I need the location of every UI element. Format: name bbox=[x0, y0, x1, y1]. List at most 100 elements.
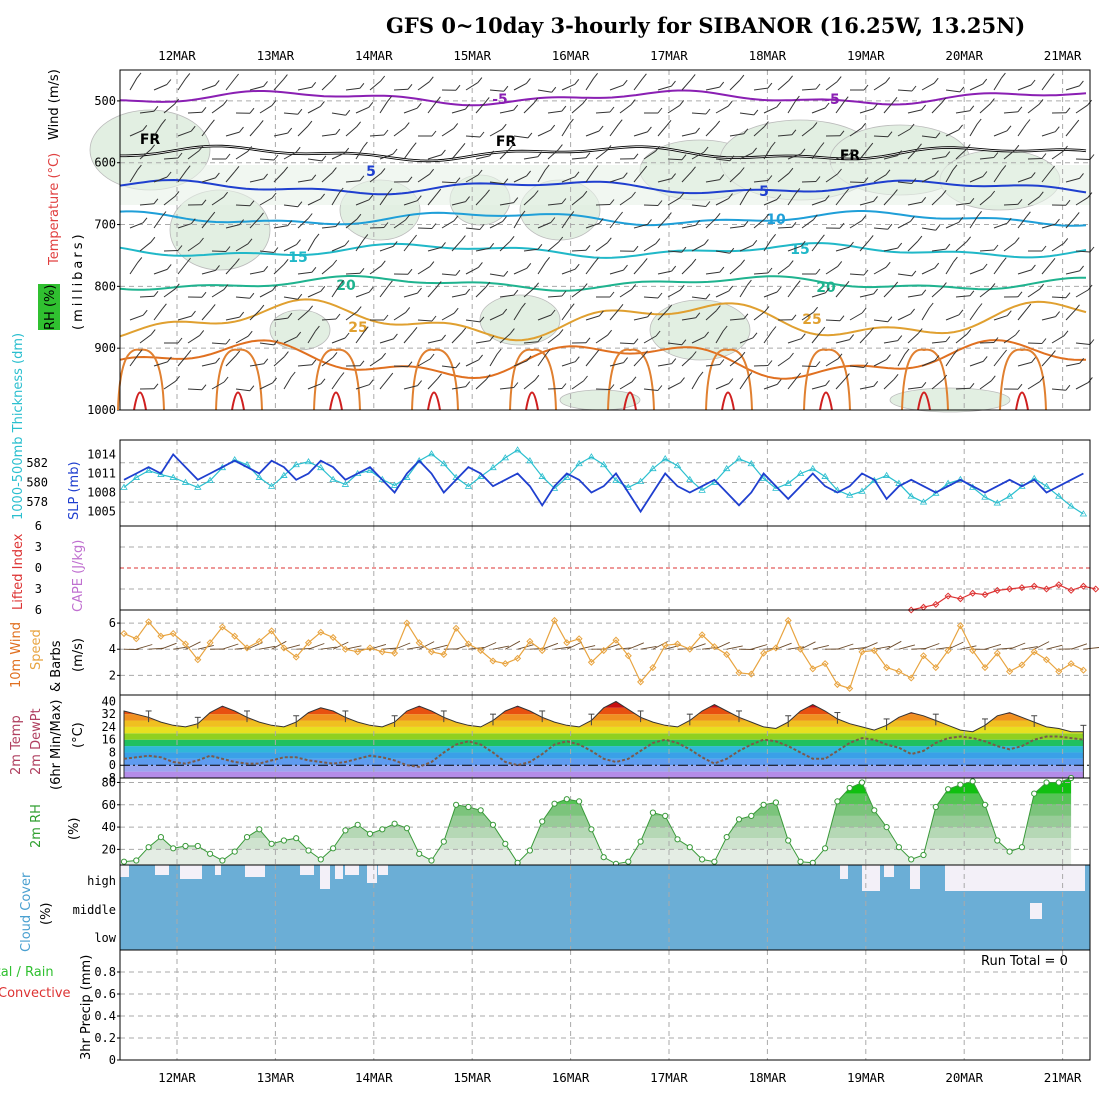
rh-point bbox=[908, 856, 915, 863]
wind-barb bbox=[801, 181, 817, 183]
wind-barb-flag bbox=[966, 236, 971, 243]
wind-speed-point bbox=[440, 650, 448, 658]
wind-barb bbox=[777, 172, 790, 183]
wind-barb-flag bbox=[142, 217, 148, 224]
thickness-point bbox=[784, 479, 792, 486]
wind-barb-flag bbox=[199, 237, 204, 244]
wind-barb bbox=[729, 79, 741, 91]
wind-barb bbox=[441, 127, 454, 137]
thickness-point bbox=[489, 463, 497, 471]
wind-barb bbox=[513, 82, 527, 91]
wind-barb-flag bbox=[210, 211, 216, 218]
wind-barb-flag bbox=[404, 122, 410, 128]
wind-barb-flag bbox=[767, 175, 773, 181]
wind-barb-flag bbox=[489, 335, 495, 342]
wind-barb bbox=[273, 171, 285, 183]
rh-point bbox=[526, 847, 534, 854]
wind-barb bbox=[787, 193, 797, 206]
wind-barb-flag bbox=[558, 144, 563, 150]
wind-barb bbox=[513, 175, 527, 183]
wind-barb-flag bbox=[815, 176, 821, 182]
wind-barb-flag bbox=[719, 174, 725, 180]
y-tick-label: 40 bbox=[102, 820, 116, 834]
wind-barb-flag bbox=[885, 77, 891, 83]
cloud-level-label: high bbox=[87, 874, 116, 888]
wind-speed-point bbox=[723, 650, 731, 658]
wind-barb bbox=[153, 361, 168, 367]
wind-barb bbox=[499, 387, 514, 390]
wind-barb bbox=[393, 219, 406, 229]
wind-barb bbox=[907, 109, 922, 114]
wind-barb bbox=[873, 266, 887, 275]
wind-barb-flag bbox=[283, 74, 288, 80]
wind-barb bbox=[211, 196, 224, 206]
rh-point bbox=[182, 842, 189, 850]
wind-barb bbox=[345, 87, 360, 91]
wind-barb bbox=[307, 105, 321, 114]
wind-barb bbox=[297, 310, 309, 321]
wind-barb bbox=[609, 124, 619, 137]
wind-barb-flag bbox=[431, 130, 437, 137]
y-tick-label: 700 bbox=[94, 218, 116, 232]
wind-barb bbox=[475, 102, 486, 114]
wind-barb bbox=[355, 199, 370, 206]
wind-barb-flag bbox=[752, 239, 758, 246]
wind-speed-point bbox=[157, 632, 165, 640]
temperature-tick: 16 bbox=[102, 733, 116, 747]
wind-barb-flag bbox=[776, 286, 782, 293]
wind-barb-flag bbox=[824, 195, 830, 201]
wind-barb bbox=[1051, 296, 1067, 299]
wind-barb bbox=[561, 216, 571, 229]
wind-barb-flag bbox=[739, 74, 745, 81]
wind-barb bbox=[201, 124, 211, 137]
wind-barb bbox=[705, 364, 720, 367]
wind-barb-flag bbox=[679, 284, 685, 291]
rh-point bbox=[489, 821, 497, 828]
wind-barb bbox=[441, 312, 455, 321]
wind-barb bbox=[691, 376, 700, 390]
wind-barb bbox=[163, 288, 176, 298]
wind-barb-flag bbox=[719, 359, 725, 365]
wind-barb-flag bbox=[945, 336, 951, 342]
wind-barb bbox=[571, 288, 584, 298]
wind-barb bbox=[173, 646, 190, 650]
wind-barb-flag bbox=[911, 178, 917, 184]
wind-barb-flag bbox=[199, 330, 205, 336]
wind-barb bbox=[969, 176, 984, 183]
wind-barb-flag bbox=[800, 240, 806, 247]
wind-barb-flag bbox=[617, 119, 623, 126]
wind-barb-flag bbox=[941, 189, 947, 196]
contour-label: 25 bbox=[802, 312, 821, 328]
wind-barb-flag bbox=[1075, 304, 1080, 311]
lifted-index-label: Lifted Index bbox=[11, 533, 26, 610]
wind-barb-flag bbox=[795, 95, 800, 102]
wind-speed-point bbox=[415, 639, 423, 647]
wind-barb-flag bbox=[307, 120, 313, 127]
wind-barb bbox=[403, 331, 414, 344]
wind-barb-flag bbox=[691, 166, 696, 173]
rh-point bbox=[711, 858, 718, 865]
wind-barb bbox=[571, 103, 583, 114]
wind-barb-flag bbox=[201, 106, 207, 113]
wind-speed-point bbox=[735, 669, 743, 677]
wind-barb bbox=[139, 295, 155, 298]
wind-speed-point bbox=[1018, 661, 1026, 669]
wind-barb bbox=[417, 227, 433, 229]
wind-barb bbox=[271, 640, 287, 650]
y-tick-label: 60 bbox=[102, 798, 116, 812]
wind-barb-flag bbox=[631, 284, 637, 290]
wind-barb bbox=[960, 645, 977, 650]
wind-barb bbox=[1017, 84, 1032, 91]
wind-barb bbox=[811, 384, 826, 390]
wind-barb-flag bbox=[271, 192, 277, 199]
wind-barb-flag bbox=[177, 245, 183, 251]
wind-barb bbox=[283, 151, 297, 160]
wind-barb-flag bbox=[885, 169, 891, 176]
wind-barb bbox=[800, 641, 816, 650]
wind-barb bbox=[129, 129, 144, 137]
wind-barb-flag bbox=[574, 171, 580, 178]
wind-barb bbox=[681, 356, 693, 367]
wind-barb-flag bbox=[764, 306, 770, 312]
bottom-date-axis: 12MAR 13MAR 14MAR 15MAR 16MAR 17MAR 18MAR 19MAR… bbox=[158, 1070, 1082, 1085]
thickness-point bbox=[230, 456, 239, 463]
